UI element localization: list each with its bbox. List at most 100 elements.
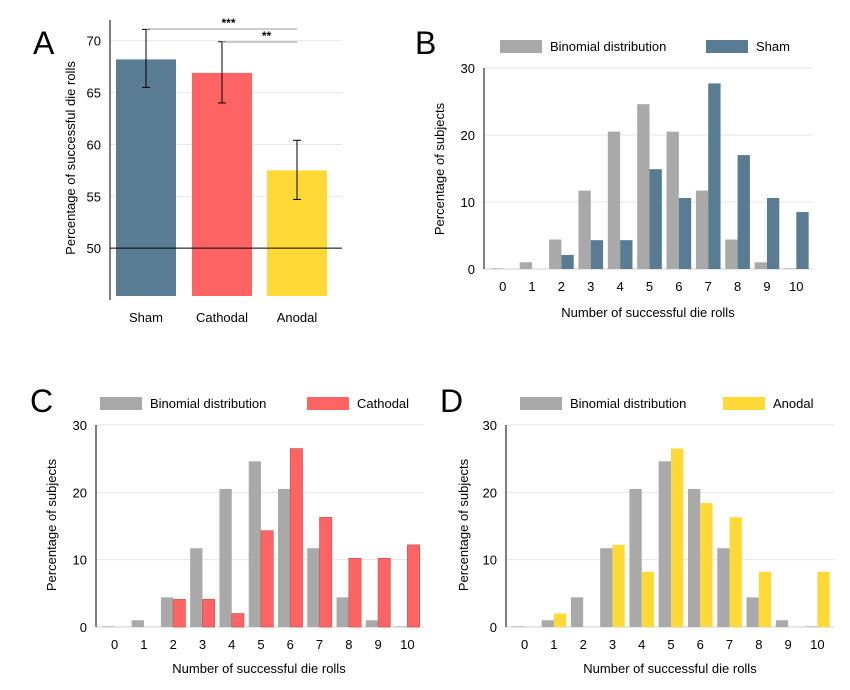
panel-c-legend-swatch-binomial [100, 397, 142, 410]
panel-c-ytick: 30 [73, 418, 87, 433]
panel-b-xtick: 10 [789, 279, 803, 294]
panel-d-bar-binomial [629, 488, 642, 627]
panel-label-c: C [30, 383, 53, 419]
panel-d-legend-swatch-anodal [723, 397, 765, 410]
panel-b-legend-label-binomial: Binomial distribution [550, 39, 666, 54]
panel-b-bar-sham [678, 197, 692, 269]
panel-a-significance-label: *** [221, 16, 235, 30]
panel-d-xtick: 8 [755, 637, 762, 652]
panel-b-bar-binomial [607, 131, 621, 269]
panel-b-xtick: 0 [499, 279, 506, 294]
panel-d: D Binomial distribution Anodal Percentage… [440, 383, 834, 676]
panel-d-bar-anodal [641, 571, 655, 627]
panel-d-bar-binomial [746, 597, 759, 627]
panel-a-significance-label: ** [262, 29, 272, 43]
panel-d-xtick: 7 [726, 637, 733, 652]
panel-a-ytick: 60 [87, 137, 101, 152]
panel-c-bar-cathodal [348, 558, 362, 628]
panel-d-ylabel: Percentage of subjects [456, 458, 471, 591]
panel-c-xtick: 8 [345, 637, 352, 652]
panel-c-bar-binomial [395, 626, 408, 627]
panel-b-xtick: 5 [646, 279, 653, 294]
panel-b-bar-sham [649, 169, 662, 269]
panel-b-bar-binomial [725, 239, 738, 269]
panel-c-xtick: 3 [199, 637, 206, 652]
panel-d-xtick: 2 [580, 637, 587, 652]
panel-d-bar-binomial [541, 620, 554, 627]
panel-a-xtick: Sham [129, 310, 163, 325]
panel-b-legend-swatch-binomial [500, 40, 542, 53]
panel-c-bar-cathodal [407, 544, 420, 628]
panel-c-ytick: 10 [73, 553, 87, 568]
panel-c-bar-cathodal [260, 530, 274, 628]
panel-c-xtick: 6 [287, 637, 294, 652]
panel-c-xtick: 10 [400, 637, 414, 652]
panel-d-ytick: 0 [490, 620, 497, 635]
panel-b-bar-sham [737, 155, 750, 269]
panel-d-xtick: 1 [550, 637, 557, 652]
panel-b-xtick: 1 [528, 279, 535, 294]
panel-c-bar-binomial [307, 548, 320, 627]
panel-c-xtick: 9 [374, 637, 381, 652]
panel-label-b: B [415, 25, 436, 61]
panel-c: C Binomial distribution Cathodal Percenta… [30, 383, 424, 676]
panel-b-ytick: 10 [461, 195, 475, 210]
panel-d-xlabel: Number of successful die rolls [583, 661, 757, 676]
panel-d-bar-binomial [570, 597, 584, 627]
panel-b-xtick: 8 [734, 279, 741, 294]
panel-c-bar-cathodal [172, 599, 186, 628]
panel-c-legend-swatch-cathodal [307, 397, 349, 410]
panel-d-bar-anodal [817, 571, 830, 627]
panel-a-ytick: 65 [87, 86, 101, 101]
panel-c-xtick: 7 [316, 637, 323, 652]
panel-a-ytick: 50 [87, 241, 101, 256]
panel-c-bar-binomial [102, 626, 115, 627]
panel-d-xtick: 5 [667, 637, 674, 652]
panel-c-xlabel: Number of successful die rolls [172, 661, 346, 676]
panel-c-bar-binomial [131, 620, 144, 627]
panel-c-ytick: 0 [80, 620, 87, 635]
panel-c-xtick: 4 [228, 637, 235, 652]
panel-b-legend-label-sham: Sham [756, 39, 790, 54]
panel-c-bar-cathodal [319, 516, 333, 628]
panel-b-xtick: 9 [763, 279, 770, 294]
panel-c-legend-label-binomial: Binomial distribution [150, 396, 266, 411]
panel-b-ytick: 20 [461, 128, 475, 143]
panel-d-ytick: 10 [483, 553, 497, 568]
panel-b-bar-binomial [754, 262, 767, 269]
panel-b-bar-sham [590, 240, 604, 269]
panel-c-bar-binomial [248, 461, 261, 627]
panel-d-xtick: 10 [810, 637, 824, 652]
panel-d-bar-binomial [658, 461, 671, 627]
panel-b-bar-binomial [578, 190, 591, 269]
panel-d-ytick: 30 [483, 418, 497, 433]
panel-b-bar-sham [620, 240, 633, 269]
panel-b-xtick: 4 [617, 279, 624, 294]
panel-b-bar-sham [766, 197, 780, 269]
panel-b-legend-swatch-sham [706, 40, 748, 53]
panel-c-bar-binomial [160, 597, 174, 627]
panel-d-bar-anodal [671, 448, 684, 627]
panel-c-bar-binomial [336, 597, 349, 627]
panel-c-legend-label-cathodal: Cathodal [357, 396, 409, 411]
panel-c-xtick: 1 [140, 637, 147, 652]
panel-b-bar-binomial [666, 131, 679, 269]
panel-d-legend-label-binomial: Binomial distribution [570, 396, 686, 411]
panel-a-ytick: 55 [87, 189, 101, 204]
panel-d-xtick: 0 [521, 637, 528, 652]
panel-c-ylabel: Percentage of subjects [44, 458, 59, 591]
panel-b-bar-binomial [695, 190, 709, 269]
panel-c-ytick: 20 [73, 485, 87, 500]
panel-d-bar-anodal [612, 544, 625, 627]
panel-b-bar-sham [708, 83, 721, 269]
panel-b-xtick: 3 [587, 279, 594, 294]
panel-b-bar-binomial [490, 268, 503, 269]
panel-d-bar-binomial [512, 626, 525, 627]
panel-b-bar-sham [796, 212, 809, 269]
panel-c-xtick: 0 [111, 637, 118, 652]
panel-d-bar-anodal [758, 571, 772, 627]
panel-b-xlabel: Number of successful die rolls [561, 305, 735, 320]
panel-a-ytick: 70 [87, 34, 101, 49]
panel-d-bar-binomial [775, 620, 789, 627]
panel-label-a: A [33, 25, 55, 61]
